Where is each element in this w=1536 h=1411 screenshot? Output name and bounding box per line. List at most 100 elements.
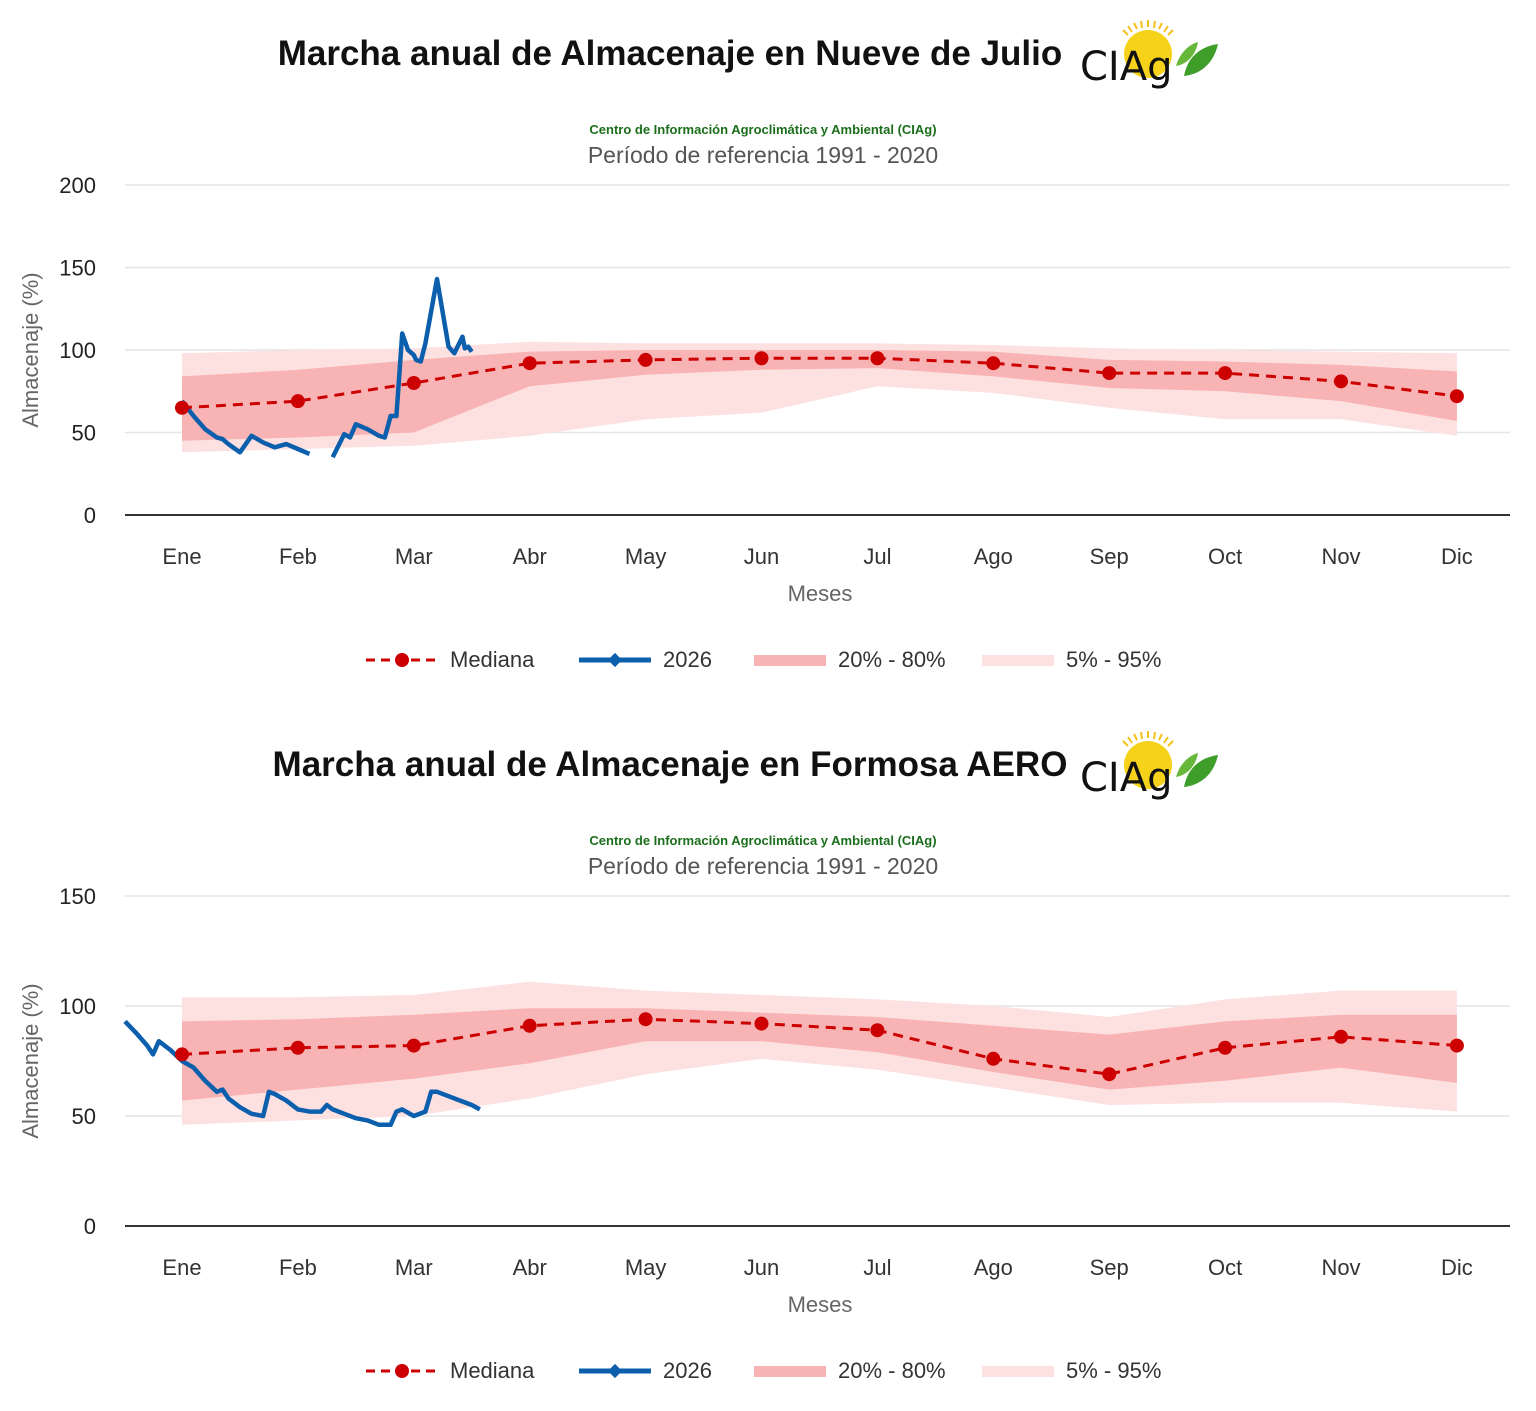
x-tick-label: Nov <box>1321 1255 1360 1280</box>
series-median-line <box>181 1017 1458 1076</box>
chart-plot: 0 50 100 150 200 Ene Feb Mar Abr May Jun Jul Ago Sep O… <box>18 173 1510 606</box>
median-point <box>1102 1067 1117 1082</box>
median-point <box>522 1018 537 1033</box>
legend-label-current: 2026 <box>663 647 712 672</box>
legend-label-band-20-80: 20% - 80% <box>838 647 946 672</box>
x-tick-label: Dic <box>1441 1255 1473 1280</box>
median-point <box>290 394 305 409</box>
median-point <box>406 1038 421 1053</box>
legend-item-current: 2026 <box>579 1351 712 1391</box>
x-tick-label: Sep <box>1090 1255 1129 1280</box>
legend-label-band-20-80: 20% - 80% <box>838 1358 946 1383</box>
series-2026-line <box>123 1019 481 1128</box>
legend-item-current: 2026 <box>579 640 712 680</box>
x-tick-label: Oct <box>1208 544 1242 569</box>
median-point <box>754 1016 769 1031</box>
median-point <box>1334 374 1348 389</box>
ciag-logo: CIAg <box>1080 20 1218 90</box>
x-tick-label: Dic <box>1441 544 1473 569</box>
leaf-icon <box>1176 42 1218 76</box>
legend-item-median: Mediana <box>366 1351 534 1391</box>
sun-icon <box>1122 20 1174 78</box>
series-2026-line <box>180 276 474 459</box>
x-tick-label: Ago <box>974 544 1013 569</box>
legend-median-swatch <box>366 653 438 667</box>
median-point <box>406 376 421 390</box>
y-tick-label: 100 <box>59 994 96 1019</box>
x-tick-label: Abr <box>513 1255 547 1280</box>
median-point <box>754 351 769 366</box>
x-tick-label: Sep <box>1090 544 1129 569</box>
source-caption: Centro de Información Agroclimática y Am… <box>589 122 937 137</box>
x-tick-label: Ago <box>974 1255 1013 1280</box>
legend-item-band-20-80: 20% - 80% <box>754 1351 946 1391</box>
x-tick-label: Mar <box>395 1255 433 1280</box>
x-axis-title: Meses <box>788 1292 853 1317</box>
legend-current-swatch <box>579 1363 651 1379</box>
x-tick-label: Mar <box>395 544 433 569</box>
legend-band-20-80-swatch <box>754 1366 826 1377</box>
x-tick-label: Abr <box>513 544 547 569</box>
sun-icon <box>1122 731 1174 789</box>
median-point <box>1334 1029 1348 1044</box>
median-point <box>175 1047 189 1062</box>
y-tick-label: 50 <box>72 421 96 446</box>
source-caption: Centro de Información Agroclimática y Am… <box>589 833 937 848</box>
chart-panel-formosa-aero: Marcha anual de Almacenaje en Formosa AE… <box>0 711 1536 1411</box>
median-point <box>1218 366 1233 381</box>
y-tick-label: 150 <box>59 884 96 909</box>
median-point <box>986 356 1001 371</box>
legend-item-band-20-80: 20% - 80% <box>754 640 946 680</box>
median-point <box>870 351 885 366</box>
legend-item-band-5-95: 5% - 95% <box>982 640 1161 680</box>
x-tick-label: Nov <box>1321 544 1360 569</box>
legend: Mediana 2026 20% - 80% 5% - 95% <box>0 1351 1536 1391</box>
y-tick-label: 100 <box>59 338 96 363</box>
median-point <box>638 1012 653 1027</box>
x-tick-label: Feb <box>279 544 317 569</box>
median-point <box>870 1023 885 1038</box>
y-tick-label: 0 <box>84 1214 96 1239</box>
median-point <box>638 352 653 367</box>
legend-label-band-5-95: 5% - 95% <box>1066 647 1162 672</box>
legend-band-5-95-swatch <box>982 1366 1054 1377</box>
median-point <box>1449 1038 1464 1053</box>
legend-band-5-95-swatch <box>982 655 1054 666</box>
chart-plot: 0 50 100 150 Ene Feb Mar Abr May Jun Jul Ago Sep Oct N… <box>18 884 1510 1317</box>
chart-title: Marcha anual de Almacenaje en Nueve de J… <box>277 34 1063 73</box>
y-axis-title: Almacenaje (%) <box>18 983 43 1138</box>
y-axis-title: Almacenaje (%) <box>18 272 43 427</box>
band-20-80 <box>182 1008 1457 1101</box>
x-tick-label: Jul <box>863 544 891 569</box>
legend: Mediana 2026 20% - 80% 5% - 95% <box>0 640 1536 680</box>
x-axis-title: Meses <box>788 581 853 606</box>
chart-subtitle: Período de referencia 1991 - 2020 <box>587 853 939 879</box>
svg-text:CIAg: CIAg <box>1080 755 1172 801</box>
legend-item-median: Mediana <box>366 640 534 680</box>
legend-item-band-5-95: 5% - 95% <box>982 1351 1161 1391</box>
ciag-logo: CIAg <box>1080 731 1218 801</box>
x-tick-label: Oct <box>1208 1255 1242 1280</box>
legend-label-median: Mediana <box>450 647 535 672</box>
chart-subtitle: Período de referencia 1991 - 2020 <box>587 142 939 168</box>
x-tick-label: Ene <box>162 544 201 569</box>
median-point <box>175 400 189 415</box>
legend-current-swatch <box>579 652 651 668</box>
median-point <box>1449 389 1464 404</box>
legend-label-band-5-95: 5% - 95% <box>1066 1358 1162 1383</box>
series-median-line <box>181 356 1458 410</box>
legend-label-current: 2026 <box>663 1358 712 1383</box>
x-tick-label: Jun <box>744 544 779 569</box>
chart-title: Marcha anual de Almacenaje en Formosa AE… <box>272 745 1068 784</box>
legend-band-20-80-swatch <box>754 655 826 666</box>
svg-text:CIAg: CIAg <box>1080 44 1172 90</box>
y-tick-label: 50 <box>72 1104 96 1129</box>
x-tick-label: Feb <box>279 1255 317 1280</box>
x-tick-label: Jul <box>863 1255 891 1280</box>
chart-panel-nueve-de-julio: Marcha anual de Almacenaje en Nueve de J… <box>0 0 1536 700</box>
y-tick-label: 0 <box>84 503 96 528</box>
median-point <box>1102 366 1117 381</box>
legend-label-median: Mediana <box>450 1358 535 1383</box>
legend-median-swatch <box>366 1364 438 1378</box>
y-tick-label: 200 <box>59 173 96 198</box>
